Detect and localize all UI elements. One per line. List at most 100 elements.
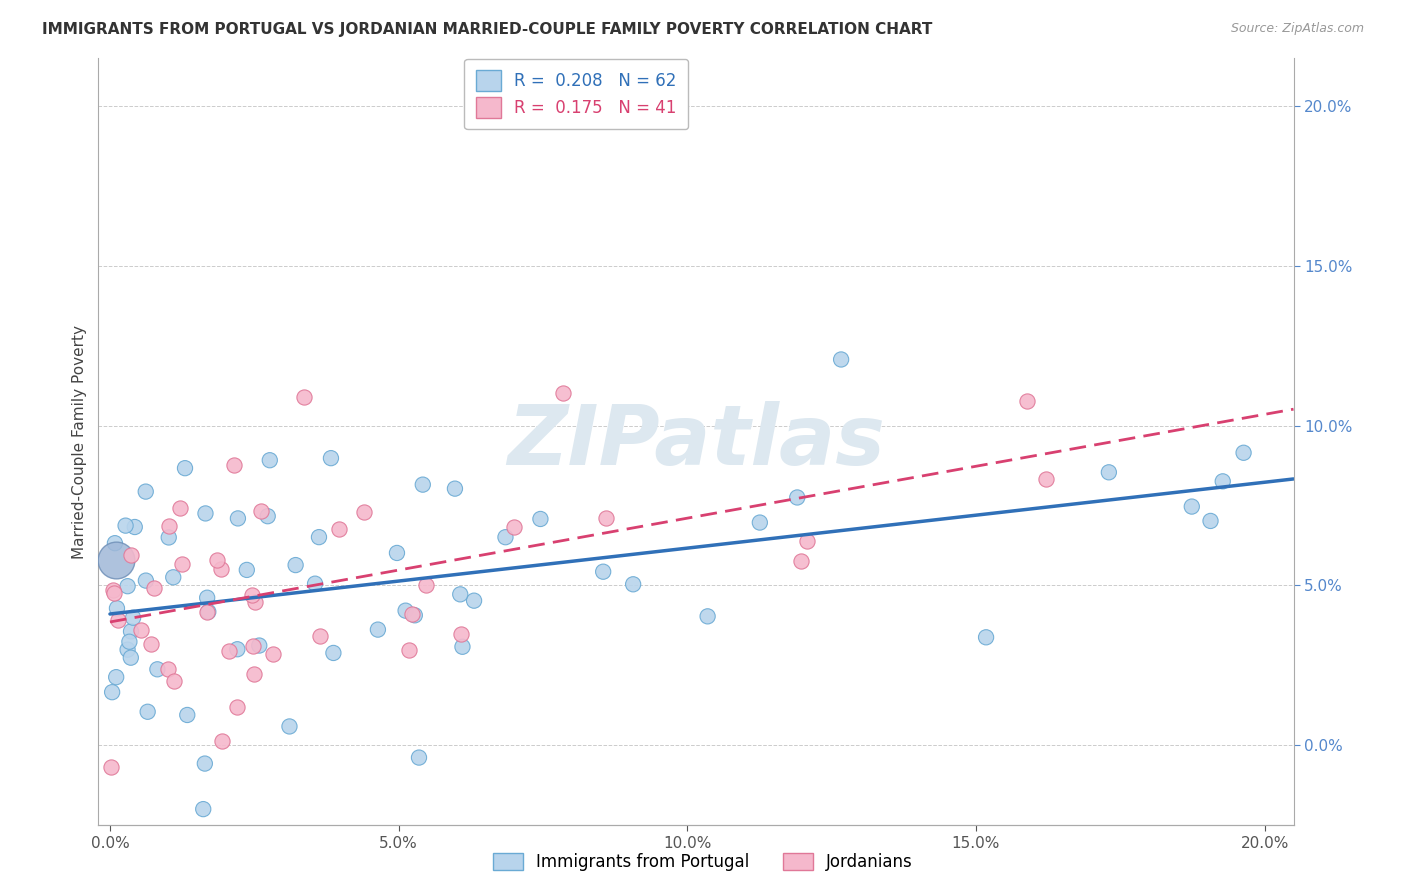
Y-axis label: Married-Couple Family Poverty: Married-Couple Family Poverty — [72, 325, 87, 558]
Point — [197, 605, 219, 619]
Point — [412, 477, 434, 491]
Point — [195, 605, 218, 619]
Point — [385, 546, 408, 560]
Point — [242, 639, 264, 653]
Point — [195, 591, 218, 605]
Point — [974, 630, 997, 644]
Point — [174, 461, 197, 475]
Point — [139, 637, 162, 651]
Point — [226, 642, 249, 657]
Point — [104, 536, 127, 550]
Point — [226, 700, 249, 714]
Point — [240, 588, 263, 602]
Point — [262, 648, 284, 662]
Point — [259, 453, 281, 467]
Point — [1015, 394, 1038, 409]
Point — [194, 507, 217, 521]
Point — [163, 674, 186, 689]
Point — [408, 750, 430, 764]
Point — [250, 504, 273, 518]
Point — [176, 708, 198, 723]
Point — [451, 640, 474, 654]
Point — [401, 607, 423, 621]
Point — [120, 624, 142, 639]
Point — [328, 522, 350, 536]
Point — [236, 563, 259, 577]
Point — [135, 484, 157, 499]
Point — [1098, 465, 1121, 479]
Point — [120, 650, 142, 665]
Point — [209, 562, 232, 576]
Point — [120, 548, 142, 562]
Point — [394, 604, 416, 618]
Legend: Immigrants from Portugal, Jordanians: Immigrants from Portugal, Jordanians — [485, 845, 921, 880]
Point — [592, 565, 614, 579]
Point — [1035, 473, 1057, 487]
Point — [1199, 514, 1222, 528]
Point — [247, 639, 270, 653]
Point — [156, 662, 179, 676]
Point — [786, 491, 808, 505]
Point — [529, 512, 551, 526]
Point — [444, 482, 467, 496]
Point — [353, 505, 375, 519]
Point — [322, 646, 344, 660]
Point — [169, 500, 191, 515]
Point — [1232, 446, 1254, 460]
Point — [463, 593, 485, 607]
Point — [256, 509, 278, 524]
Point — [226, 511, 249, 525]
Point — [748, 516, 770, 530]
Point — [398, 643, 420, 657]
Point — [243, 666, 266, 681]
Point — [122, 611, 145, 625]
Point — [789, 554, 811, 568]
Point — [142, 581, 165, 595]
Point — [245, 594, 267, 608]
Text: ZIPatlas: ZIPatlas — [508, 401, 884, 482]
Point — [194, 756, 217, 771]
Point — [218, 644, 240, 658]
Point — [796, 533, 818, 548]
Point — [319, 451, 342, 466]
Point — [157, 519, 180, 533]
Point — [157, 531, 180, 545]
Point — [551, 385, 574, 400]
Point — [278, 719, 301, 733]
Point — [118, 634, 141, 648]
Point — [450, 626, 472, 640]
Point — [101, 685, 124, 699]
Point — [495, 530, 517, 544]
Point — [103, 585, 125, 599]
Point — [304, 576, 326, 591]
Point — [104, 553, 127, 567]
Point — [1181, 500, 1204, 514]
Point — [367, 623, 389, 637]
Point — [114, 518, 136, 533]
Point — [100, 760, 122, 774]
Point — [101, 582, 124, 597]
Point — [129, 624, 152, 638]
Point — [124, 520, 146, 534]
Point — [117, 642, 139, 657]
Point — [449, 587, 471, 601]
Point — [162, 570, 184, 584]
Point — [404, 608, 426, 623]
Point — [309, 629, 332, 643]
Point — [205, 553, 228, 567]
Point — [117, 579, 139, 593]
Point — [105, 670, 128, 684]
Point — [211, 733, 233, 747]
Point — [284, 558, 307, 572]
Point — [172, 558, 194, 572]
Point — [308, 530, 330, 544]
Legend: R =  0.208   N = 62, R =  0.175   N = 41: R = 0.208 N = 62, R = 0.175 N = 41 — [464, 59, 689, 129]
Point — [107, 613, 129, 627]
Point — [105, 601, 128, 615]
Point — [222, 458, 245, 473]
Point — [135, 574, 157, 588]
Point — [503, 520, 526, 534]
Point — [1212, 475, 1234, 489]
Text: Source: ZipAtlas.com: Source: ZipAtlas.com — [1230, 22, 1364, 36]
Point — [415, 578, 437, 592]
